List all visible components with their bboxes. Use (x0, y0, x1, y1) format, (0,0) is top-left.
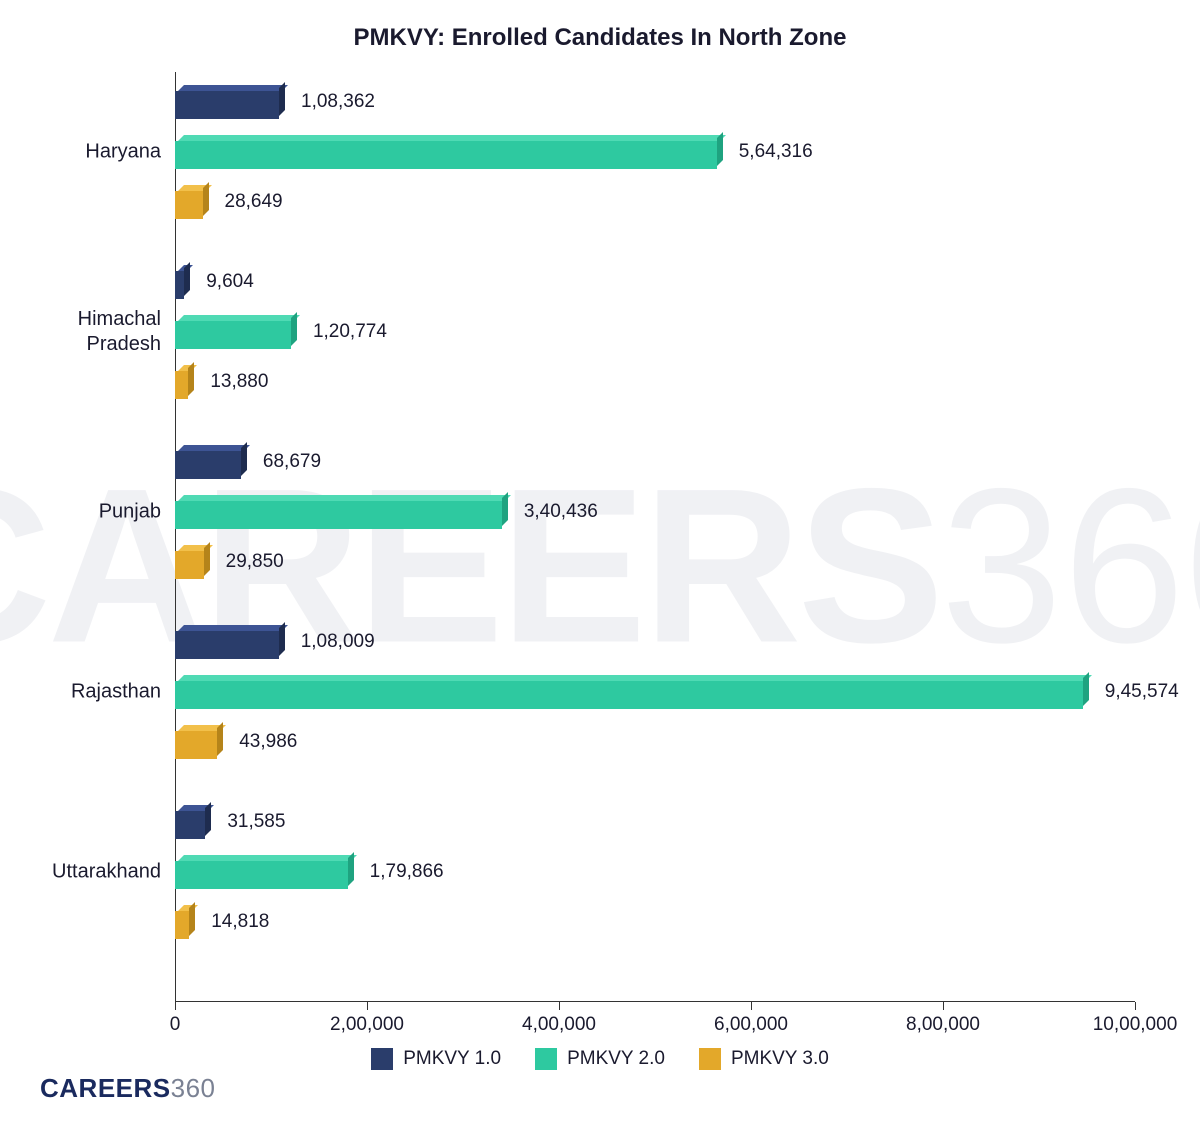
x-axis-tick (751, 1002, 752, 1010)
category-label: Haryana (15, 140, 175, 165)
bar-side (279, 622, 285, 656)
bar-value-label: 9,45,574 (1091, 681, 1179, 703)
category-group: Himachal Pradesh9,6041,20,77413,880 (175, 265, 1135, 399)
bar (175, 725, 223, 759)
legend-swatch (371, 1048, 393, 1070)
category-group: Uttarakhand31,5851,79,86614,818 (175, 805, 1135, 939)
bar-value-label: 1,08,362 (287, 91, 375, 113)
legend-item: PMKVY 2.0 (535, 1048, 665, 1070)
branding-light: 360 (171, 1073, 216, 1103)
bar (175, 495, 508, 529)
bar-side (1083, 672, 1089, 706)
x-axis-tick-label: 2,00,000 (330, 1014, 404, 1036)
chart-container: CAREERS360 PMKVY: Enrolled Candidates In… (0, 0, 1200, 1132)
bar-value-label: 68,679 (249, 451, 321, 473)
bar (175, 135, 723, 169)
legend-item: PMKVY 1.0 (371, 1048, 501, 1070)
category-label: Himachal Pradesh (15, 307, 175, 357)
bar-face (175, 631, 279, 659)
legend-swatch (535, 1048, 557, 1070)
x-axis-tick-label: 0 (170, 1014, 181, 1036)
bar-side (348, 852, 354, 886)
bar (175, 905, 195, 939)
bar (175, 265, 190, 299)
bar-side (217, 722, 223, 756)
legend-label: PMKVY 3.0 (731, 1048, 829, 1070)
branding-logo: CAREERS360 (40, 1073, 216, 1104)
category-group: Punjab68,6793,40,43629,850 (175, 445, 1135, 579)
bar-side (188, 362, 194, 396)
bar-face (175, 141, 717, 169)
bar-side (291, 312, 297, 346)
category-group: Rajasthan1,08,0099,45,57443,986 (175, 625, 1135, 759)
x-axis-tick-label: 8,00,000 (906, 1014, 980, 1036)
bar-side (204, 542, 210, 576)
bar-side (241, 442, 247, 476)
x-axis-tick-label: 10,00,000 (1093, 1014, 1178, 1036)
bar (175, 365, 194, 399)
bar-value-label: 5,64,316 (725, 141, 813, 163)
bar-value-label: 14,818 (197, 911, 269, 933)
plot-area: 02,00,0004,00,0006,00,0008,00,00010,00,0… (175, 72, 1135, 1002)
bar-value-label: 13,880 (196, 371, 268, 393)
bar-side (203, 182, 209, 216)
x-axis-line (175, 1001, 1135, 1002)
bar-side (205, 802, 211, 836)
legend-item: PMKVY 3.0 (699, 1048, 829, 1070)
bar-value-label: 1,79,866 (356, 861, 444, 883)
bar-face (175, 731, 217, 759)
bar-value-label: 1,08,009 (287, 631, 375, 653)
bar (175, 805, 211, 839)
bar-face (175, 191, 203, 219)
bar-face (175, 911, 189, 939)
x-axis-tick (559, 1002, 560, 1010)
bar-value-label: 29,850 (212, 551, 284, 573)
bar-value-label: 31,585 (213, 811, 285, 833)
legend: PMKVY 1.0 PMKVY 2.0 PMKVY 3.0 (0, 1048, 1200, 1070)
bar (175, 85, 285, 119)
bar-face (175, 861, 348, 889)
x-axis-tick (1135, 1002, 1136, 1010)
bar (175, 545, 210, 579)
bar-value-label: 9,604 (192, 271, 254, 293)
legend-swatch (699, 1048, 721, 1070)
bar-value-label: 1,20,774 (299, 321, 387, 343)
bar-side (279, 82, 285, 116)
bar (175, 185, 209, 219)
bar-value-label: 43,986 (225, 731, 297, 753)
bar-face (175, 321, 291, 349)
legend-label: PMKVY 2.0 (567, 1048, 665, 1070)
branding-bold: CAREERS (40, 1073, 171, 1103)
bar (175, 675, 1089, 709)
bar-face (175, 371, 188, 399)
x-axis-tick (175, 1002, 176, 1010)
x-axis-tick-label: 6,00,000 (714, 1014, 788, 1036)
x-axis-tick-label: 4,00,000 (522, 1014, 596, 1036)
bar (175, 315, 297, 349)
bar-face (175, 681, 1083, 709)
bar-face (175, 501, 502, 529)
category-label: Uttarakhand (15, 860, 175, 885)
bar-face (175, 91, 279, 119)
category-group: Haryana1,08,3625,64,31628,649 (175, 85, 1135, 219)
bar-value-label: 28,649 (211, 191, 283, 213)
chart-title: PMKVY: Enrolled Candidates In North Zone (0, 0, 1200, 52)
bar-side (189, 902, 195, 936)
bar-value-label: 3,40,436 (510, 501, 598, 523)
bar (175, 445, 247, 479)
bar-side (717, 132, 723, 166)
bar-face (175, 551, 204, 579)
bar-side (184, 262, 190, 296)
bar-face (175, 451, 241, 479)
bar-side (502, 492, 508, 526)
bar (175, 855, 354, 889)
category-label: Rajasthan (15, 680, 175, 705)
bar-face (175, 271, 184, 299)
category-label: Punjab (15, 500, 175, 525)
bar (175, 625, 285, 659)
bar-face (175, 811, 205, 839)
x-axis-tick (367, 1002, 368, 1010)
legend-label: PMKVY 1.0 (403, 1048, 501, 1070)
x-axis-tick (943, 1002, 944, 1010)
